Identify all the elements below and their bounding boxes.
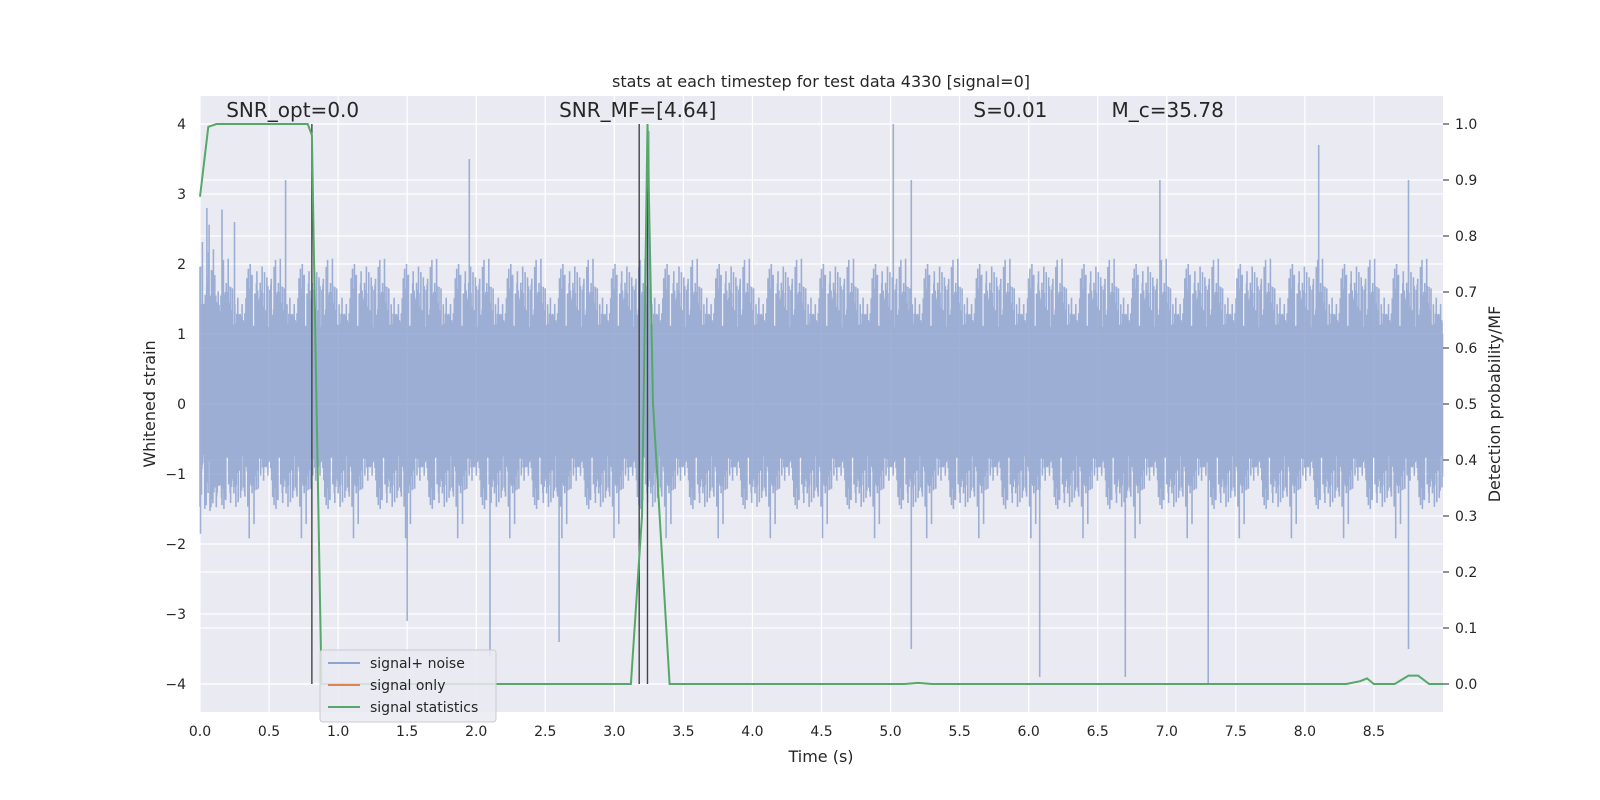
- stat-annotation: SNR_opt=0.0: [226, 98, 359, 122]
- legend-box: [319, 649, 497, 723]
- x-ticks: 0.0 0.5 1.0 1.5 2.0 2.5 3.0 3.5 4.0 4.5 5.0 5.5 6.0 6…: [189, 724, 1385, 740]
- x-tick-label: 6.5: [1087, 724, 1109, 740]
- annotations: SNR_opt=0.0 SNR_MF=[4.64] S=0.01 M_c=35.78: [226, 98, 1224, 122]
- x-tick-label: 8.0: [1294, 724, 1316, 740]
- y-right-tick-label: 0.6: [1455, 341, 1477, 357]
- x-tick-label: 6.0: [1018, 724, 1040, 740]
- stat-annotation: SNR_MF=[4.64]: [559, 98, 716, 122]
- y-right-ticks: 0.0 0.1 0.2 0.3 0.4 0.5 0.6 0.7 0.8 0.9 1.0: [1443, 117, 1477, 693]
- vertical-markers: [311, 124, 649, 684]
- y-axis-left-label: Whitened strain: [140, 340, 159, 467]
- y-right-tick-label: 1.0: [1455, 117, 1477, 133]
- y-right-tick-label: 0.4: [1455, 453, 1477, 469]
- x-tick-label: 0.0: [189, 724, 211, 740]
- legend-label-signal-statistics: signal statistics: [370, 700, 478, 716]
- y-left-tick-label: −1: [165, 467, 186, 483]
- x-tick-label: 4.5: [810, 724, 832, 740]
- x-tick-label: 2.5: [534, 724, 556, 740]
- y-right-tick-label: 0.3: [1455, 509, 1477, 525]
- x-tick-label: 1.5: [396, 724, 418, 740]
- statistics-series: [199, 123, 1443, 685]
- legend: signal+ noise signal only signal statist…: [319, 649, 497, 723]
- x-tick-label: 1.0: [327, 724, 349, 740]
- legend-label-signal-only: signal only: [370, 678, 445, 694]
- y-left-tick-label: 2: [177, 257, 186, 273]
- legend-label-signal-noise: signal+ noise: [370, 656, 465, 672]
- y-left-tick-label: 3: [177, 187, 186, 203]
- x-tick-label: 7.5: [1225, 724, 1247, 740]
- y-axis-right-label: Detection probability/MF: [1485, 306, 1504, 503]
- x-tick-label: 5.0: [879, 724, 901, 740]
- y-right-tick-label: 0.7: [1455, 285, 1477, 301]
- x-tick-label: 5.5: [948, 724, 970, 740]
- x-axis-label: Time (s): [787, 747, 853, 766]
- y-right-tick-label: 0.9: [1455, 173, 1477, 189]
- y-left-tick-label: −4: [165, 677, 186, 693]
- y-right-tick-label: 0.8: [1455, 229, 1477, 245]
- y-right-tick-label: 0.1: [1455, 621, 1477, 637]
- y-right-tick-label: 0.5: [1455, 397, 1477, 413]
- y-right-tick-label: 0.2: [1455, 565, 1477, 581]
- y-left-tick-label: 1: [177, 327, 186, 343]
- series-signal-statistics: [199, 123, 1443, 685]
- y-left-ticks: −4 −3 −2 −1 0 1 2 3 4: [165, 117, 186, 693]
- x-tick-label: 8.5: [1363, 724, 1385, 740]
- y-left-tick-label: 0: [177, 397, 186, 413]
- x-tick-label: 3.5: [672, 724, 694, 740]
- chart-title: stats at each timestep for test data 433…: [612, 72, 1030, 91]
- y-left-tick-label: −3: [165, 607, 186, 623]
- y-right-tick-label: 0.0: [1455, 677, 1477, 693]
- y-left-tick-label: −2: [165, 537, 186, 553]
- x-tick-label: 0.5: [258, 724, 280, 740]
- x-tick-label: 2.0: [465, 724, 487, 740]
- x-tick-label: 4.0: [741, 724, 763, 740]
- stat-annotation: S=0.01: [973, 98, 1047, 122]
- series-signal-noise: [199, 124, 1444, 684]
- stat-annotation: M_c=35.78: [1112, 98, 1224, 122]
- x-tick-label: 3.0: [603, 724, 625, 740]
- noise-series: [199, 124, 1444, 684]
- x-tick-label: 7.0: [1156, 724, 1178, 740]
- y-left-tick-label: 4: [177, 117, 186, 133]
